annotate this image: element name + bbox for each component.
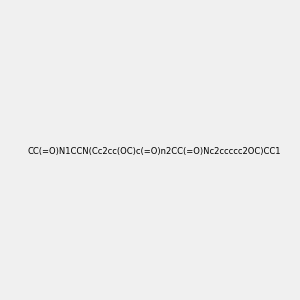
Text: CC(=O)N1CCN(Cc2cc(OC)c(=O)n2CC(=O)Nc2ccccc2OC)CC1: CC(=O)N1CCN(Cc2cc(OC)c(=O)n2CC(=O)Nc2ccc… [27, 147, 280, 156]
